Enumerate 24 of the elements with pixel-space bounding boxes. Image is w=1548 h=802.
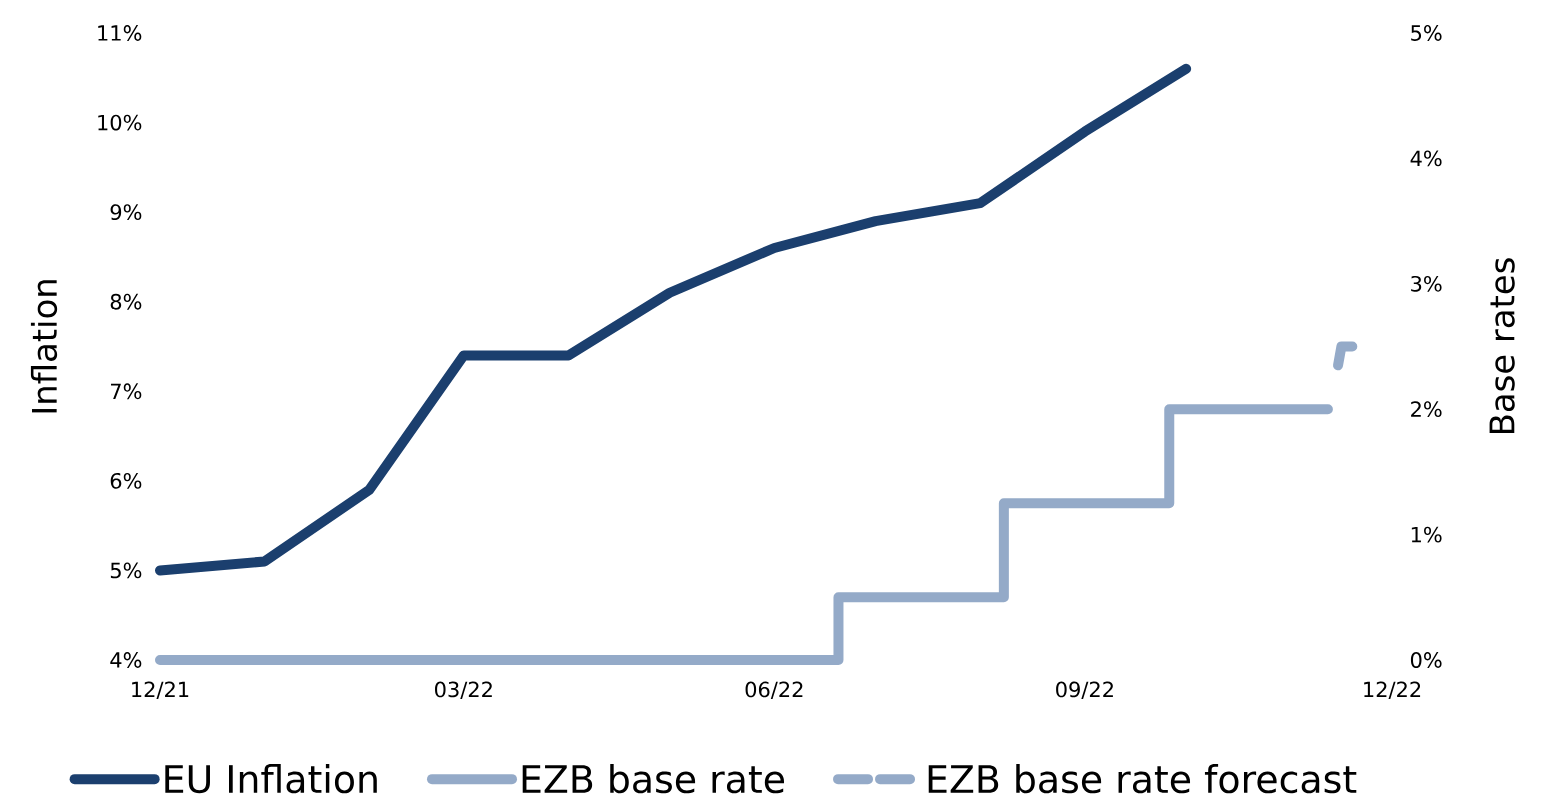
y-tick-label: 6% [110,472,142,489]
x-tick-label: 09/22 [1056,681,1113,699]
y-tick-label: 7% [111,383,142,400]
y-tick-label: 4% [110,652,142,668]
y2-tick-label: 4% [1410,150,1442,167]
y-tick-label: 9% [110,204,142,221]
y-tick-label: 5% [110,562,142,579]
y2-tick-label: 0% [1410,652,1442,668]
x-tick-label: 06/22 [745,681,803,699]
legend-label: EZB base rate [522,764,784,794]
y2-tick-label: 2% [1411,401,1442,418]
y-tick-label: 8% [110,293,142,310]
y2-axis-title: Base rates [1489,258,1515,434]
y2-tick-label: 3% [1411,275,1442,292]
y-axis-title: Inflation [30,280,58,413]
y-tick-label: 10% [98,114,142,131]
y2-tick-label: 5% [1411,25,1442,41]
x-tick-label: 03/22 [435,681,492,699]
y2-tick-label: 1% [1411,526,1442,543]
x-tick-label: 12/21 [132,681,189,699]
x-tick-label: 12/22 [1364,681,1421,699]
legend-label: EZB base rate forecast [928,764,1357,794]
y-tick-label: 11% [98,25,142,41]
legend-label: EU Inflation [165,764,377,794]
